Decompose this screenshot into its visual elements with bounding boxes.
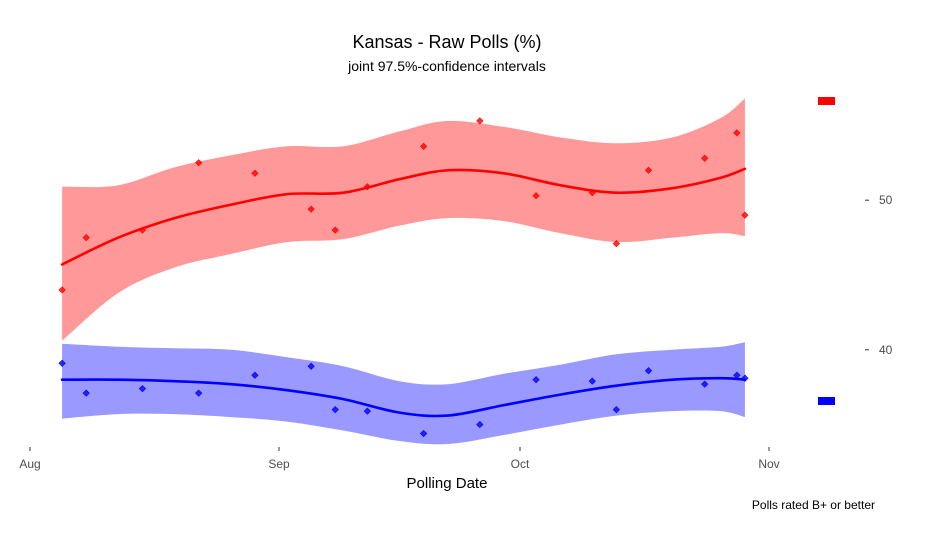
- data-point: [251, 169, 259, 177]
- chart-title: Kansas - Raw Polls (%): [352, 32, 541, 52]
- data-point: [58, 286, 66, 294]
- data-point: [644, 166, 653, 174]
- data-point: [82, 233, 90, 242]
- data-point: [331, 226, 339, 234]
- chart-subtitle: joint 97.5%-confidence intervals: [347, 58, 546, 74]
- chart-caption: Polls rated B+ or better: [752, 498, 875, 512]
- legend: [818, 97, 835, 405]
- data-point: [476, 117, 484, 125]
- data-point: [419, 429, 428, 438]
- data-point: [612, 405, 621, 414]
- x-tick-label: Nov: [758, 457, 779, 471]
- data-point: [476, 420, 484, 429]
- data-point: [82, 389, 90, 397]
- data-point: [195, 389, 203, 397]
- data-point: [701, 154, 709, 162]
- y-tick-label: 40: [879, 343, 893, 357]
- legend-key-1: [818, 397, 835, 405]
- data-point: [588, 189, 596, 197]
- data-point: [733, 129, 741, 137]
- data-point: [331, 405, 339, 414]
- data-point: [741, 374, 749, 382]
- data-point: [588, 377, 596, 385]
- data-point: [419, 142, 428, 150]
- data-point: [251, 371, 259, 379]
- data-point: [363, 407, 371, 415]
- data-point: [532, 192, 540, 200]
- x-tick-label: Sep: [268, 457, 290, 471]
- data-point: [612, 239, 621, 248]
- legend-key-0: [818, 97, 835, 105]
- y-tick-label: 50: [879, 193, 893, 207]
- data-point: [138, 385, 147, 393]
- trend-lines: [60, 167, 747, 418]
- data-point: [733, 371, 741, 379]
- x-axis: Aug Sep Oct Nov: [19, 447, 780, 471]
- data-point: [741, 211, 749, 219]
- data-point: [58, 359, 66, 367]
- data-point: [195, 159, 203, 167]
- data-point: [307, 205, 315, 213]
- trend-line-1: [60, 376, 747, 418]
- data-point: [307, 362, 315, 370]
- data-point: [138, 226, 147, 234]
- trend-line-0: [60, 167, 747, 266]
- confidence-band-0: [62, 98, 745, 341]
- data-point: [644, 367, 653, 375]
- x-tick-label: Aug: [19, 457, 40, 471]
- data-point: [532, 376, 540, 384]
- confidence-bands: [62, 98, 745, 445]
- data-point: [701, 380, 709, 388]
- x-axis-label: Polling Date: [407, 475, 488, 492]
- data-point: [363, 183, 371, 191]
- x-tick-label: Oct: [511, 457, 530, 471]
- confidence-band-1: [62, 342, 745, 445]
- poll-points: [58, 117, 749, 438]
- y-axis-right: 40 50: [865, 193, 893, 357]
